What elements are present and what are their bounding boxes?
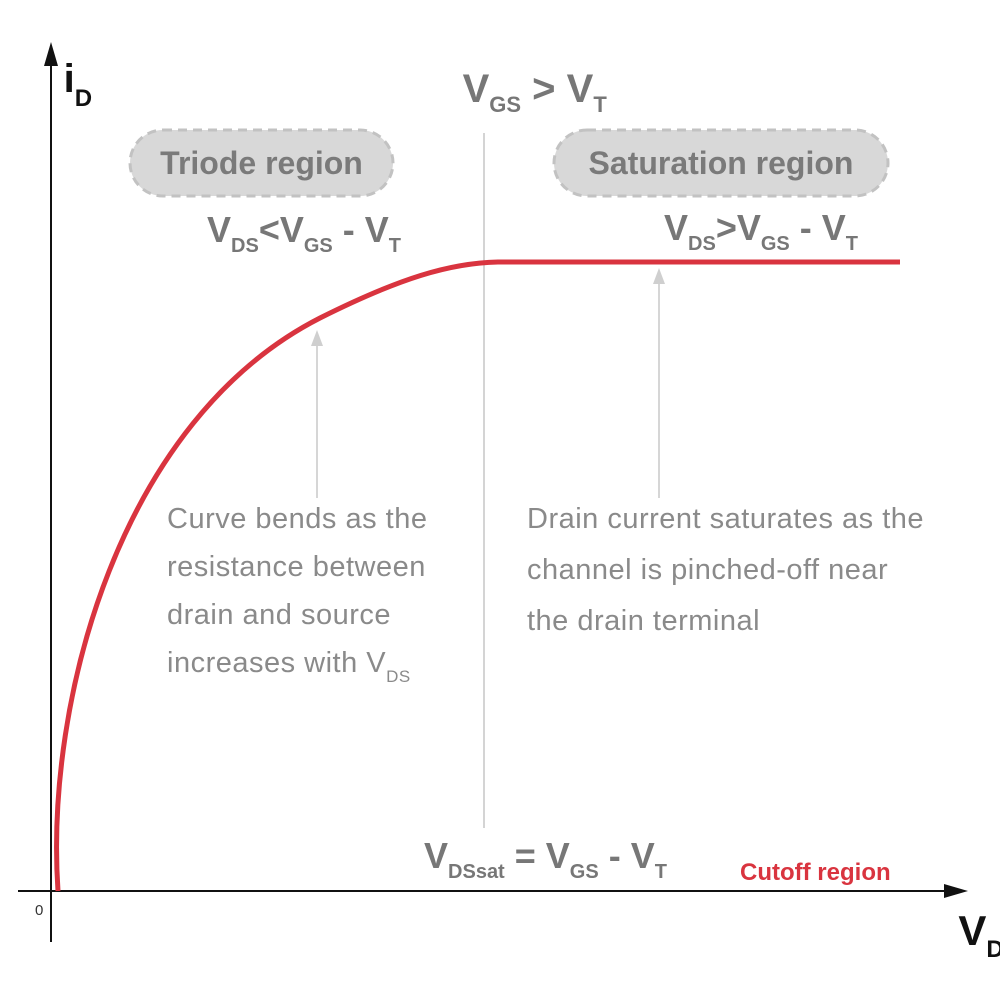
triode-region-pill — [128, 128, 395, 198]
vdssat-equation: VDSsat = VGS - VT — [374, 835, 697, 886]
y-axis-label: iD — [8, 57, 125, 115]
saturation-condition: VDS>VGS - VT — [614, 207, 888, 258]
y-axis-label-sub: D — [75, 85, 92, 112]
triode-region-label: Triode region — [160, 145, 363, 181]
y-axis-arrowhead — [44, 42, 58, 66]
drain-current-curve — [54, 259, 900, 892]
triode-note-line-2: resistance between — [167, 551, 426, 583]
triode-note-pointer-head — [311, 330, 323, 346]
saturation-region-label: Saturation region — [589, 145, 854, 181]
triode-note-line-4-sub: DS — [386, 667, 411, 686]
triode-note-line-3: drain and source — [167, 599, 391, 631]
y-axis-label-main: i — [64, 57, 75, 101]
triode-note: Curve bends as the resistance between dr… — [167, 0, 470, 689]
saturation-note-pointer-head — [653, 268, 665, 284]
saturation-region-pill — [552, 128, 890, 198]
saturation-note-line-3: the drain terminal — [527, 605, 760, 637]
cutoff-region-label: Cutoff region — [740, 859, 891, 886]
saturation-note-line-1: Drain current saturates as the — [527, 503, 924, 535]
saturation-note-line-2: channel is pinched-off near — [527, 554, 888, 586]
triode-note-line-4: increases with V — [167, 647, 386, 679]
saturation-note: Drain current saturates as the channel i… — [527, 0, 967, 637]
x-axis-label-sub: DS — [986, 936, 1000, 963]
triode-condition: VDS<VGS - VT — [157, 209, 431, 260]
gate-condition: VGS > VT — [407, 67, 640, 121]
triode-note-line-1: Curve bends as the — [167, 503, 427, 535]
x-axis-arrowhead — [944, 884, 968, 898]
x-axis-label-main: V — [958, 907, 986, 954]
x-axis-label: VDS — [900, 907, 1000, 966]
origin-label: 0 — [35, 902, 43, 919]
